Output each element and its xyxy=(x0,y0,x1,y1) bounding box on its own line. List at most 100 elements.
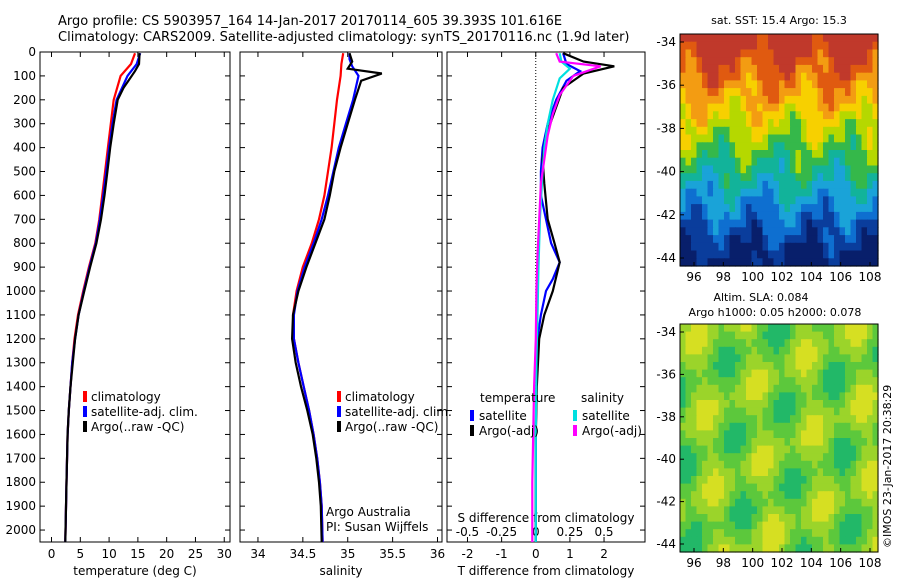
map-cell xyxy=(872,242,879,252)
map-cell xyxy=(872,468,879,477)
map-cell xyxy=(839,514,846,523)
map-cell xyxy=(872,204,879,213)
map-cell xyxy=(845,119,852,128)
map-cell xyxy=(729,362,736,371)
map-cell xyxy=(768,521,775,530)
map-cell xyxy=(746,227,753,236)
map-cell xyxy=(691,362,698,371)
map-cell xyxy=(872,476,879,485)
map-cell xyxy=(779,514,786,523)
map-cell xyxy=(828,438,835,447)
map-cell xyxy=(696,103,703,112)
map-cell xyxy=(812,346,819,355)
map-cell xyxy=(834,111,841,120)
map-cell xyxy=(729,514,736,523)
map-cell xyxy=(812,392,819,401)
map-cell xyxy=(718,339,725,348)
map-cell xyxy=(856,142,863,151)
map-cell xyxy=(850,324,857,333)
map-cell xyxy=(773,453,780,462)
legend-title-salinity: salinity xyxy=(581,391,624,405)
map-cell xyxy=(757,422,764,431)
map-cell xyxy=(724,49,731,58)
map-cell xyxy=(757,235,764,244)
map-cell xyxy=(801,491,808,500)
map-cell xyxy=(812,536,819,545)
map-cell xyxy=(872,445,879,454)
map-y-tick-label: -44 xyxy=(656,537,676,551)
map-cell xyxy=(795,41,802,50)
map-cell xyxy=(828,453,835,462)
map-cell xyxy=(834,80,841,89)
map-cell xyxy=(713,188,720,197)
map-cell xyxy=(806,415,813,424)
map-cell xyxy=(790,407,797,416)
series-line-argorawqc xyxy=(290,52,383,543)
map-cell xyxy=(784,324,791,333)
map-cell xyxy=(795,211,802,221)
map-cell xyxy=(746,339,753,348)
map-cell xyxy=(872,331,879,340)
map-cell xyxy=(867,483,874,492)
map-cell xyxy=(729,369,736,378)
map-cell xyxy=(680,506,687,515)
series-line-satellite xyxy=(534,52,583,542)
map-cell xyxy=(790,476,797,485)
map-cell xyxy=(790,142,797,151)
map-cell xyxy=(817,258,824,267)
map-cell xyxy=(812,95,819,105)
map-cell xyxy=(718,64,725,74)
map-cell xyxy=(768,95,775,105)
map-cell xyxy=(762,242,769,252)
map-cell xyxy=(762,180,769,190)
map-cell xyxy=(790,460,797,469)
map-cell xyxy=(839,157,846,166)
map-cell xyxy=(740,72,747,81)
map-cell xyxy=(691,415,698,424)
map-cell xyxy=(707,119,714,128)
map-cell xyxy=(768,126,775,136)
map-cell xyxy=(861,142,868,151)
map-cell xyxy=(735,142,742,151)
map-cell xyxy=(707,415,714,424)
map-cell xyxy=(685,150,692,159)
map-cell xyxy=(823,157,830,166)
map-cell xyxy=(718,134,725,143)
map-cell xyxy=(757,227,764,236)
map-cell xyxy=(867,536,874,545)
map-cell xyxy=(784,165,791,174)
map-cell xyxy=(795,422,802,431)
map-cell xyxy=(839,377,846,386)
map-cell xyxy=(757,529,764,538)
map-cell xyxy=(685,134,692,143)
map-cell xyxy=(680,34,687,43)
map-cell xyxy=(812,88,819,97)
map-cell xyxy=(784,95,791,105)
map-cell xyxy=(867,188,874,197)
map-cell xyxy=(823,258,830,267)
map-cell xyxy=(817,211,824,221)
map-cell xyxy=(795,34,802,43)
map-cell xyxy=(691,119,698,128)
map-cell xyxy=(861,438,868,447)
map-cell xyxy=(691,521,698,530)
map-x-tick-label: 104 xyxy=(800,270,823,284)
map-cell xyxy=(834,506,841,515)
map-cell xyxy=(828,173,835,182)
map-cell xyxy=(834,354,841,363)
map-cell xyxy=(861,506,868,515)
map-cell xyxy=(812,219,819,228)
map-cell xyxy=(746,529,753,538)
map-cell xyxy=(740,377,747,386)
map-cell xyxy=(779,72,786,81)
map-cell xyxy=(834,219,841,228)
map-cell xyxy=(713,407,720,416)
map-cell xyxy=(696,476,703,485)
map-cell xyxy=(795,491,802,500)
map-cell xyxy=(702,544,709,553)
map-cell xyxy=(773,227,780,236)
map-cell xyxy=(801,392,808,401)
map-cell xyxy=(850,95,857,105)
map-cell xyxy=(724,180,731,190)
map-cell xyxy=(801,103,808,112)
